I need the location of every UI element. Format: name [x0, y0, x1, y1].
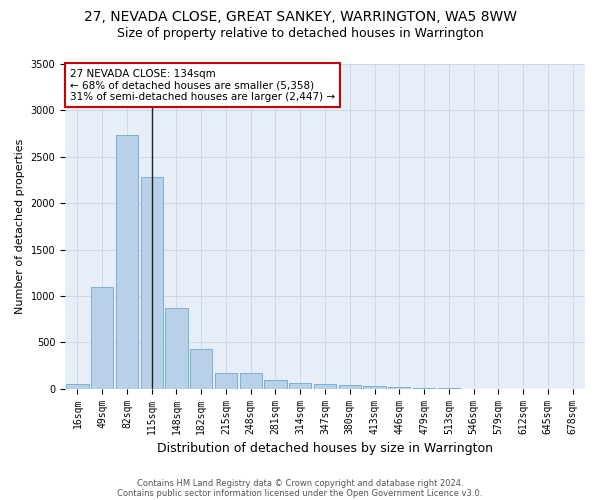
Y-axis label: Number of detached properties: Number of detached properties [15, 138, 25, 314]
Bar [215, 373, 237, 388]
Text: Contains public sector information licensed under the Open Government Licence v3: Contains public sector information licen… [118, 488, 482, 498]
Bar [364, 386, 386, 388]
Text: 27 NEVADA CLOSE: 134sqm
← 68% of detached houses are smaller (5,358)
31% of semi: 27 NEVADA CLOSE: 134sqm ← 68% of detache… [70, 68, 335, 102]
Bar [388, 387, 410, 388]
Bar [190, 349, 212, 389]
Text: Size of property relative to detached houses in Warrington: Size of property relative to detached ho… [116, 28, 484, 40]
Bar [289, 382, 311, 388]
Bar [166, 308, 188, 388]
Bar [66, 384, 89, 388]
Bar [314, 384, 336, 388]
Bar [265, 380, 287, 388]
Text: Contains HM Land Registry data © Crown copyright and database right 2024.: Contains HM Land Registry data © Crown c… [137, 478, 463, 488]
Bar [338, 385, 361, 388]
Bar [140, 177, 163, 388]
Bar [116, 136, 138, 388]
Bar [239, 374, 262, 388]
X-axis label: Distribution of detached houses by size in Warrington: Distribution of detached houses by size … [157, 442, 493, 455]
Text: 27, NEVADA CLOSE, GREAT SANKEY, WARRINGTON, WA5 8WW: 27, NEVADA CLOSE, GREAT SANKEY, WARRINGT… [83, 10, 517, 24]
Bar [91, 286, 113, 388]
